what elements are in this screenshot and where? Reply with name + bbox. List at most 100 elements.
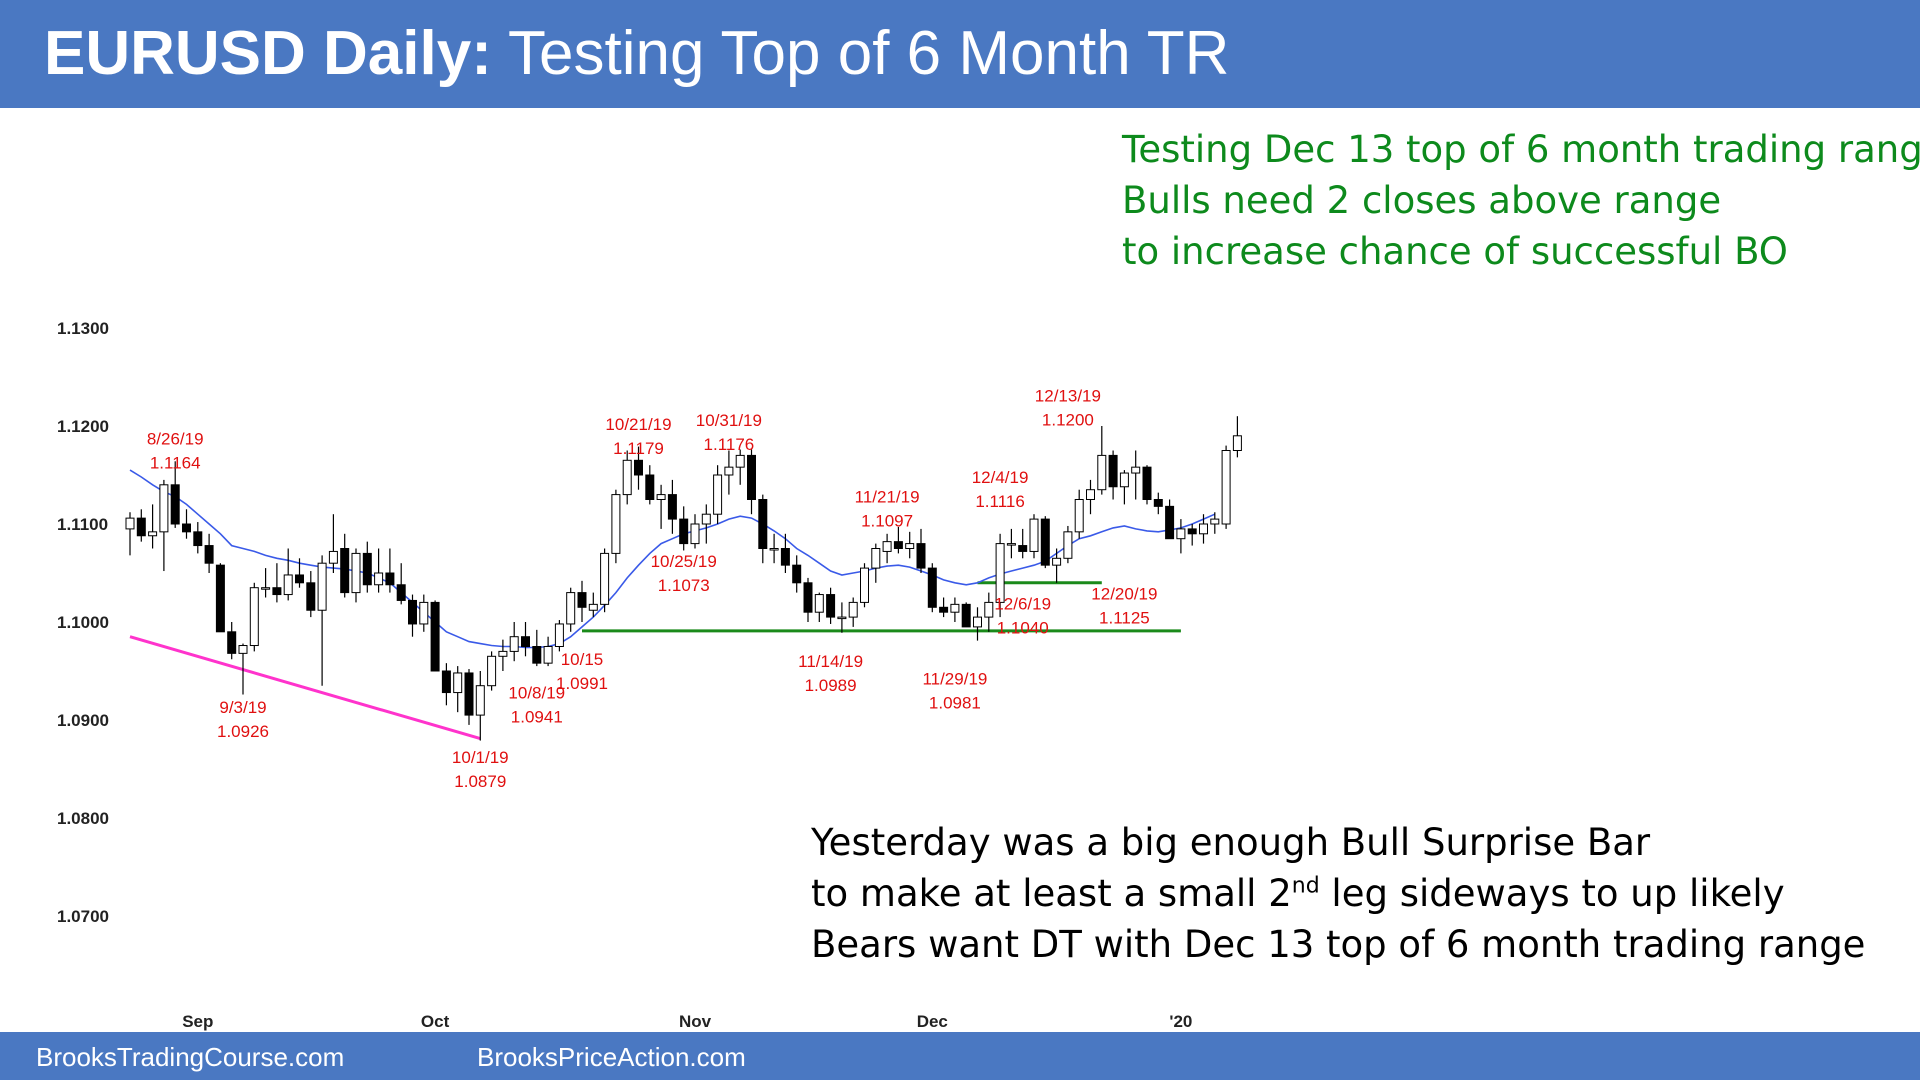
bear-candle — [204, 545, 214, 564]
bull-candle — [475, 685, 485, 716]
bull-candle — [328, 550, 338, 564]
bear-candle — [893, 541, 903, 550]
bear-candle — [464, 672, 474, 716]
moving-average-line — [129, 469, 1216, 649]
note-top-line-1: Testing Dec 13 top of 6 month trading ra… — [1122, 128, 1920, 171]
bear-candle — [136, 517, 146, 537]
note-bottom-line-1: Yesterday was a big enough Bull Surprise… — [811, 821, 1651, 864]
bull-candle — [871, 548, 881, 569]
bear-candle — [272, 587, 282, 596]
y-tick-label: 1.0900 — [57, 711, 109, 730]
bear-candle — [667, 494, 677, 520]
annotation-price: 1.1125 — [1099, 608, 1150, 627]
bear-candle — [792, 564, 802, 584]
bear-candle — [803, 582, 813, 613]
bull-candle — [1063, 531, 1073, 559]
annotation-date: 10/1/19 — [452, 748, 509, 767]
bear-candle — [1142, 466, 1152, 501]
bear-candle — [577, 592, 587, 608]
note-top: Testing Dec 13 top of 6 month trading ra… — [1122, 124, 1920, 277]
annotation-price: 1.1097 — [861, 511, 913, 530]
bull-candle — [600, 552, 610, 605]
annotation-date: 11/29/19 — [922, 670, 987, 689]
annotation-price: 1.0989 — [805, 676, 857, 695]
bear-candle — [1018, 545, 1028, 552]
annotation-date: 12/20/19 — [1091, 584, 1157, 603]
bear-candle — [521, 636, 530, 648]
bull-candle — [543, 646, 553, 664]
bull-candle — [848, 601, 858, 618]
bull-candle — [995, 543, 1005, 603]
y-tick-label: 1.1100 — [57, 515, 108, 534]
footer-left-link[interactable]: BrooksTradingCourse.com — [36, 1042, 345, 1072]
bear-candle — [1153, 499, 1163, 507]
x-tick-label: '20 — [1169, 1012, 1192, 1031]
annotation-date: 10/21/19 — [605, 415, 671, 434]
bull-candle — [1052, 557, 1062, 566]
bull-candle — [713, 474, 723, 515]
bull-candle — [837, 616, 847, 620]
note-bottom-line-2b: leg sideways to up likely — [1319, 872, 1785, 915]
page-title: EURUSD Daily: Testing Top of 6 Month TR — [44, 18, 1229, 89]
bear-candle — [340, 548, 350, 594]
bear-candle — [532, 646, 542, 664]
annotation-price: 1.1116 — [975, 492, 1024, 511]
bull-candle — [656, 494, 666, 501]
bear-candle — [645, 474, 655, 500]
title-banner: EURUSD Daily: Testing Top of 6 Month TR — [0, 0, 1920, 108]
bull-candle — [1119, 472, 1129, 488]
x-tick-label: Sep — [182, 1012, 213, 1031]
bull-candle — [159, 484, 169, 533]
bear-candle — [780, 548, 790, 566]
annotation-date: 10/31/19 — [696, 411, 762, 430]
x-tick-label: Dec — [917, 1012, 948, 1031]
bear-candle — [396, 584, 406, 601]
bull-candle — [1176, 528, 1186, 540]
bull-candle — [351, 552, 361, 594]
bull-candle — [487, 655, 497, 687]
bear-candle — [227, 631, 237, 654]
bull-candle — [984, 601, 994, 618]
bear-candle — [193, 531, 203, 547]
bull-candle — [498, 650, 508, 657]
bull-candle — [148, 531, 158, 537]
bear-candle — [306, 582, 316, 611]
bear-candle — [295, 574, 304, 584]
bull-candle — [1210, 518, 1220, 525]
footer-right-link[interactable]: BrooksPriceAction.com — [477, 1042, 746, 1072]
bull-candle — [1199, 523, 1208, 535]
annotation-price: 1.1040 — [997, 618, 1049, 637]
bear-candle — [1040, 518, 1050, 566]
note-bottom-line-2: to make at least a small 2nd leg sideway… — [811, 868, 1865, 919]
annotation-date: 11/14/19 — [798, 652, 863, 671]
x-tick-label: Oct — [421, 1012, 450, 1031]
annotation-price: 1.0981 — [929, 694, 981, 713]
title-bold: EURUSD Daily: — [44, 19, 492, 88]
note-bottom-line-2a: to make at least a small 2 — [811, 872, 1292, 915]
bear-candle — [961, 603, 971, 628]
bull-candle — [950, 603, 960, 613]
bull-candle — [882, 541, 892, 552]
bear-candle — [1108, 454, 1118, 488]
annotation-price: 1.1200 — [1042, 411, 1094, 430]
annotation-date: 12/13/19 — [1035, 387, 1101, 406]
bull-candle — [905, 543, 915, 549]
bull-candle — [724, 466, 734, 476]
bull-candle — [622, 459, 632, 496]
bull-candle — [690, 523, 700, 545]
bull-candle — [1131, 466, 1141, 474]
note-bottom-line-3: Bears want DT with Dec 13 top of 6 month… — [811, 923, 1866, 966]
bull-candle — [1097, 454, 1107, 491]
annotation-price: 1.1073 — [658, 576, 710, 595]
bear-candle — [362, 552, 372, 586]
bear-candle — [916, 543, 926, 569]
bear-candle — [927, 567, 937, 608]
bear-candle — [441, 670, 451, 694]
annotation-date: 10/25/19 — [651, 552, 717, 571]
annotation-date: 10/8/19 — [508, 683, 565, 702]
bear-candle — [1165, 505, 1175, 540]
annotation-price: 1.1164 — [150, 454, 201, 473]
bull-candle — [283, 574, 293, 596]
bear-candle — [826, 594, 836, 618]
